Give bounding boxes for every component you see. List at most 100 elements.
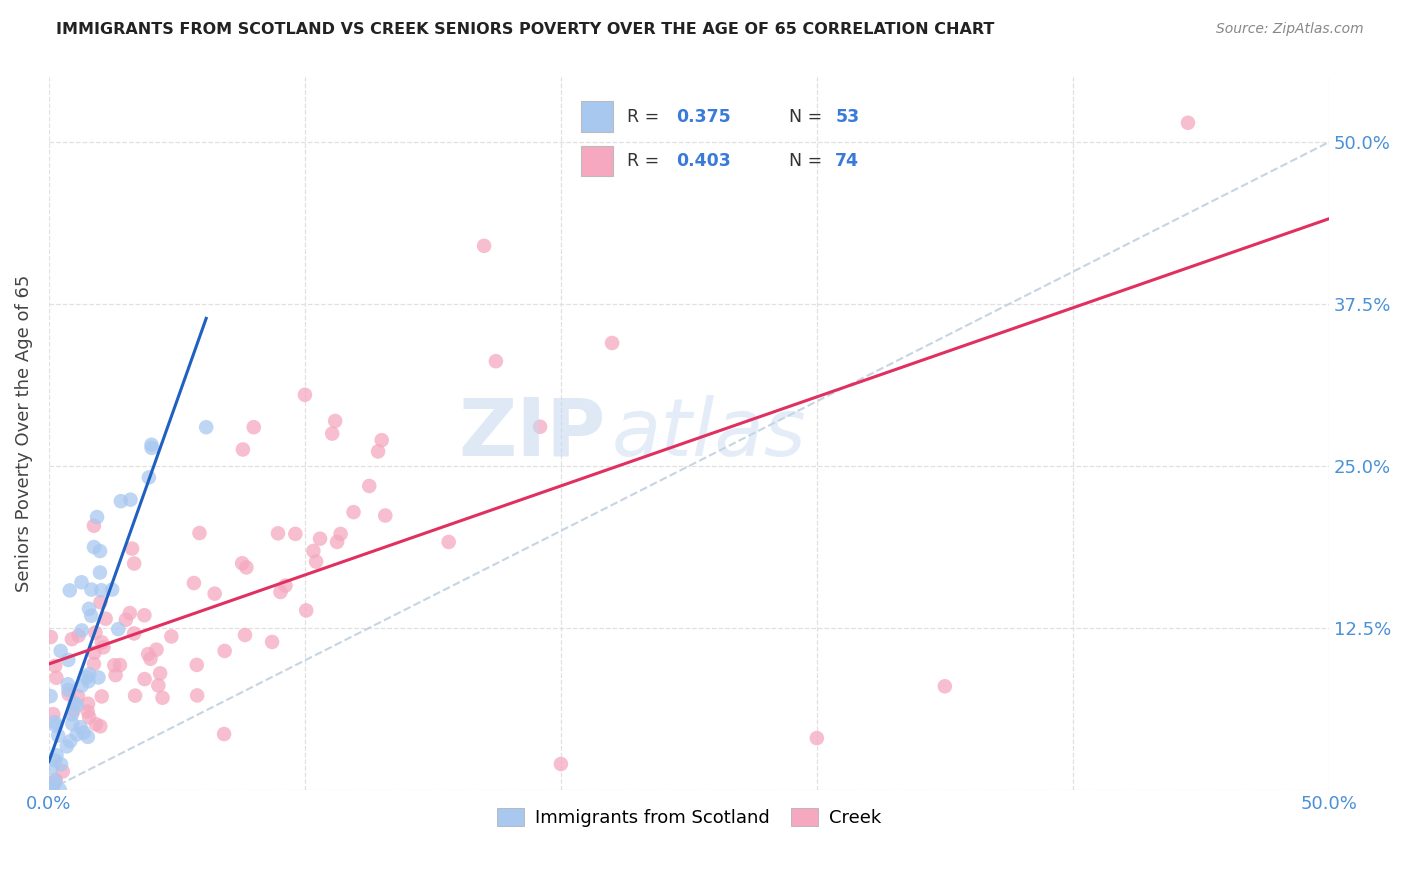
Point (83, 518, 105, 533)
Point (66, 689, 89, 703)
Point (39, 630, 62, 644)
Point (186, 689, 208, 703)
Point (472, 239, 495, 253)
Point (60, 716, 83, 731)
Point (141, 441, 163, 455)
Point (242, 420, 264, 434)
Point (806, 731, 828, 745)
Point (38, 783, 60, 797)
Text: IMMIGRANTS FROM SCOTLAND VS CREEK SENIORS POVERTY OVER THE AGE OF 65 CORRELATION: IMMIGRANTS FROM SCOTLAND VS CREEK SENIOR… (56, 22, 994, 37)
Point (118, 606, 141, 620)
Point (359, 479, 381, 493)
Point (76, 705, 98, 719)
Point (90, 690, 112, 704)
Point (77, 602, 100, 616)
Point (231, 556, 253, 570)
Point (70, 575, 93, 590)
Point (122, 626, 145, 640)
Point (374, 508, 396, 523)
Point (83, 657, 105, 671)
Point (529, 419, 551, 434)
Text: ZIP: ZIP (458, 394, 606, 473)
Point (195, 420, 218, 434)
Point (262, 635, 284, 649)
Point (152, 690, 174, 705)
Point (267, 526, 290, 541)
Point (44, 776, 66, 790)
Point (139, 652, 162, 666)
Point (80, 608, 103, 623)
Point (66, 698, 89, 713)
Point (188, 526, 211, 541)
Point (104, 668, 127, 682)
Point (46, 729, 69, 743)
Point (94, 612, 117, 626)
Point (124, 689, 146, 703)
Point (148, 678, 170, 692)
Point (89, 595, 111, 609)
Point (76, 670, 98, 684)
Point (44, 773, 66, 788)
Point (90, 583, 112, 598)
Text: atlas: atlas (612, 394, 807, 473)
Point (294, 388, 316, 402)
Point (233, 628, 256, 642)
Point (274, 578, 297, 592)
Point (160, 630, 183, 644)
Point (89, 719, 111, 733)
Point (89, 566, 111, 580)
Point (38, 783, 60, 797)
Point (89, 544, 111, 558)
Point (62, 704, 84, 718)
Point (45, 773, 67, 788)
Point (73, 725, 96, 739)
Point (77, 710, 100, 724)
Point (49, 783, 72, 797)
Point (121, 541, 143, 556)
Point (103, 658, 125, 673)
Point (70, 624, 93, 638)
Point (107, 622, 129, 636)
Point (284, 527, 307, 541)
Point (485, 354, 508, 368)
Point (41, 761, 63, 775)
Point (367, 444, 389, 458)
Point (69, 720, 91, 734)
Point (115, 613, 138, 627)
Text: Source: ZipAtlas.com: Source: ZipAtlas.com (1216, 22, 1364, 37)
Point (204, 587, 226, 601)
Point (49, 644, 72, 658)
Point (370, 433, 392, 447)
Point (77, 674, 100, 689)
Point (77, 667, 100, 681)
Point (44, 658, 66, 673)
Point (90, 635, 112, 649)
Point (76, 730, 98, 744)
Point (550, 757, 572, 772)
Point (83, 540, 105, 554)
Point (600, 336, 623, 351)
Point (56, 677, 79, 691)
Point (149, 666, 172, 681)
Point (58, 653, 80, 667)
Point (59, 734, 82, 748)
Point (302, 544, 325, 558)
Point (58, 687, 80, 701)
Point (1177, 116, 1199, 130)
Point (67, 629, 90, 643)
Point (63, 697, 86, 711)
Point (39, 689, 62, 703)
Point (183, 576, 205, 591)
Point (437, 535, 460, 549)
Point (80, 582, 103, 597)
Point (84, 717, 107, 731)
Point (141, 438, 163, 452)
Point (145, 642, 167, 657)
Point (55, 739, 77, 754)
Point (321, 426, 343, 441)
Point (934, 679, 956, 693)
Point (86, 510, 108, 524)
Point (136, 647, 159, 661)
Point (41, 783, 63, 797)
Point (120, 492, 142, 507)
